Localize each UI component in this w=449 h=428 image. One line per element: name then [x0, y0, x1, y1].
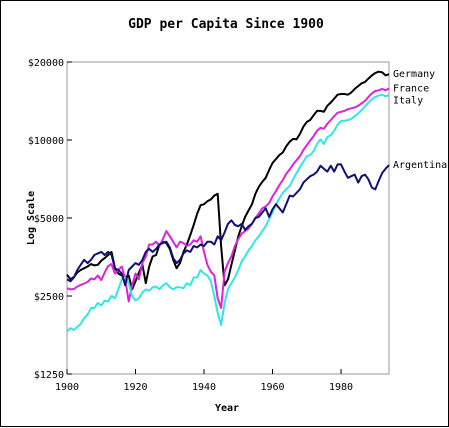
series-line-germany — [66, 70, 390, 291]
y-axis-label: Log Scale — [26, 191, 37, 245]
legend-label-argentina: Argentina — [393, 160, 447, 171]
x-tick-label: 1980 — [329, 382, 353, 393]
y-axis: $1250 $2500 $5000 $10000 $20000 — [28, 58, 72, 381]
series-line-italy — [66, 93, 390, 333]
y-tick-label: $10000 — [28, 136, 64, 147]
legend-label-france: France — [393, 84, 429, 95]
x-tick-label: 1940 — [192, 382, 216, 393]
chart-title: GDP per Capita Since 1900 — [128, 17, 324, 32]
series-line-france — [66, 87, 390, 309]
x-tick-label: 1960 — [260, 382, 284, 393]
y-tick-label: $1250 — [34, 370, 64, 381]
series-line-argentina — [66, 163, 390, 287]
y-tick-label: $20000 — [28, 58, 64, 69]
x-tick-label: 1900 — [55, 382, 79, 393]
y-tick-label: $5000 — [34, 214, 64, 225]
plot-area — [66, 61, 390, 375]
x-axis: 1900 1920 1940 1960 1980 — [55, 369, 353, 393]
series-lines — [66, 70, 390, 333]
legend-label-germany: Germany — [393, 69, 435, 80]
legend-label-italy: Italy — [393, 96, 423, 107]
x-axis-label: Year — [215, 403, 239, 414]
y-tick-label: $2500 — [34, 292, 64, 303]
x-tick-label: 1920 — [123, 382, 147, 393]
